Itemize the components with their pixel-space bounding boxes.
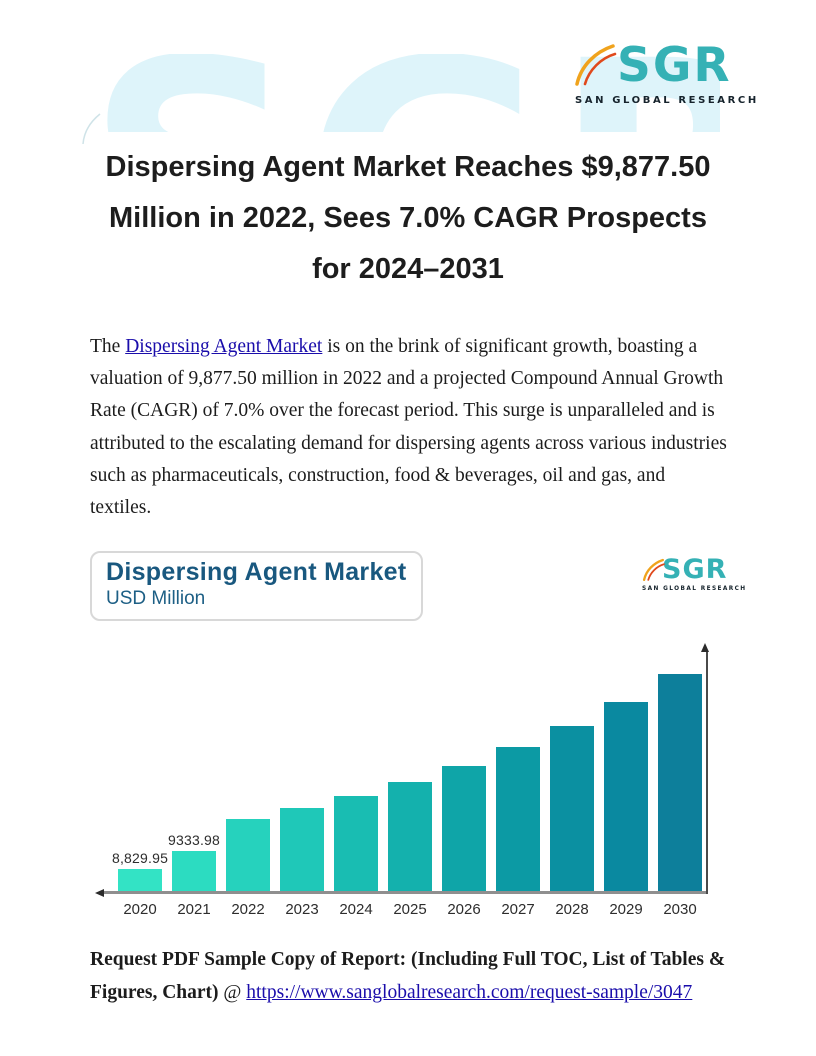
request-bold-text: Request PDF Sample Copy of Report: (Incl… <box>90 949 726 1003</box>
headline-line-2: Million in 2022, Sees 7.0% CAGR Prospect… <box>109 202 707 234</box>
chart-bar <box>550 726 594 891</box>
chart-sgr-logo: SGR SAN GLOBAL RESEARCH <box>640 554 747 593</box>
request-sample-block: Request PDF Sample Copy of Report: (Incl… <box>90 944 734 1009</box>
bar-column <box>442 766 486 891</box>
bar-column <box>226 819 270 891</box>
chart-title-box: Dispersing Agent Market USD Million <box>90 551 424 621</box>
page-title: Dispersing Agent Market Reaches $9,877.5… <box>90 132 726 307</box>
chart-logo-sgr-text: SGR <box>662 554 728 585</box>
chart-bar <box>172 851 216 891</box>
x-axis-year-label: 2027 <box>501 901 535 918</box>
bar-column <box>604 702 648 891</box>
x-axis-year-label: 2028 <box>555 901 589 918</box>
bar-column: 9333.98 <box>168 832 220 891</box>
chart-bar <box>658 674 702 891</box>
x-axis-year-label: 2024 <box>339 901 373 918</box>
chart-bar <box>334 796 378 891</box>
chart-bar <box>280 808 324 891</box>
headline-line-1: Dispersing Agent Market Reaches $9,877.5… <box>105 151 711 183</box>
bar-chart-plot: 8,829.95 9333.98 <box>90 643 710 897</box>
chart-bar <box>388 782 432 891</box>
request-separator: @ <box>223 981 247 1003</box>
bar-column <box>280 808 324 891</box>
logo-swoosh-icon <box>575 44 617 86</box>
x-axis <box>104 891 708 894</box>
bar-column <box>388 782 432 891</box>
logo-subtext: SAN GLOBAL RESEARCH <box>575 95 759 106</box>
bar-column <box>334 796 378 891</box>
market-chart: Dispersing Agent Market USD Million SGR … <box>90 551 747 918</box>
bars-row: 8,829.95 9333.98 <box>112 674 702 891</box>
headline-line-3: for 2024–2031 <box>312 253 504 285</box>
chart-subtitle: USD Million <box>106 588 206 609</box>
sgr-logo: SGR SAN GLOBAL RESEARCH <box>575 40 759 107</box>
x-axis-year-label: 2020 <box>123 901 157 918</box>
intro-body: is on the brink of significant growth, b… <box>90 336 727 519</box>
chart-bar <box>118 869 162 891</box>
x-axis-year-label: 2026 <box>447 901 481 918</box>
x-axis-year-label: 2022 <box>231 901 265 918</box>
x-axis-year-label: 2029 <box>609 901 643 918</box>
request-sample-link[interactable]: https://www.sanglobalresearch.com/reques… <box>246 981 693 1003</box>
x-axis-year-label: 2030 <box>663 901 697 918</box>
intro-paragraph: The Dispersing Agent Market is on the br… <box>90 331 730 524</box>
x-axis-arrow-icon <box>95 889 104 897</box>
chart-logo-swoosh-icon <box>642 558 665 582</box>
years-row: 2020 2021 2022 2023 2024 2025 2026 2027 2028 2029… <box>118 901 730 918</box>
x-axis-year-label: 2025 <box>393 901 427 918</box>
chart-bar <box>496 747 540 891</box>
bar-value-label: 8,829.95 <box>111 850 169 866</box>
y-axis-arrow-icon <box>701 643 709 652</box>
bar-column <box>658 674 702 891</box>
logo-sgr-text: SGR <box>617 38 732 93</box>
y-axis <box>706 651 708 894</box>
intro-prefix: The <box>90 336 126 357</box>
chart-bar <box>226 819 270 891</box>
chart-logo-subtext: SAN GLOBAL RESEARCH <box>642 586 747 592</box>
x-axis-year-label: 2021 <box>177 901 211 918</box>
chart-bar <box>604 702 648 891</box>
chart-bar <box>442 766 486 891</box>
chart-title: Dispersing Agent Market <box>106 558 407 586</box>
x-axis-year-label: 2023 <box>285 901 319 918</box>
bar-column <box>496 747 540 891</box>
dispersing-agent-market-link[interactable]: Dispersing Agent Market <box>125 336 323 357</box>
bar-column <box>550 726 594 891</box>
bar-column: 8,829.95 <box>112 850 168 891</box>
bar-value-label: 9333.98 <box>168 832 221 848</box>
